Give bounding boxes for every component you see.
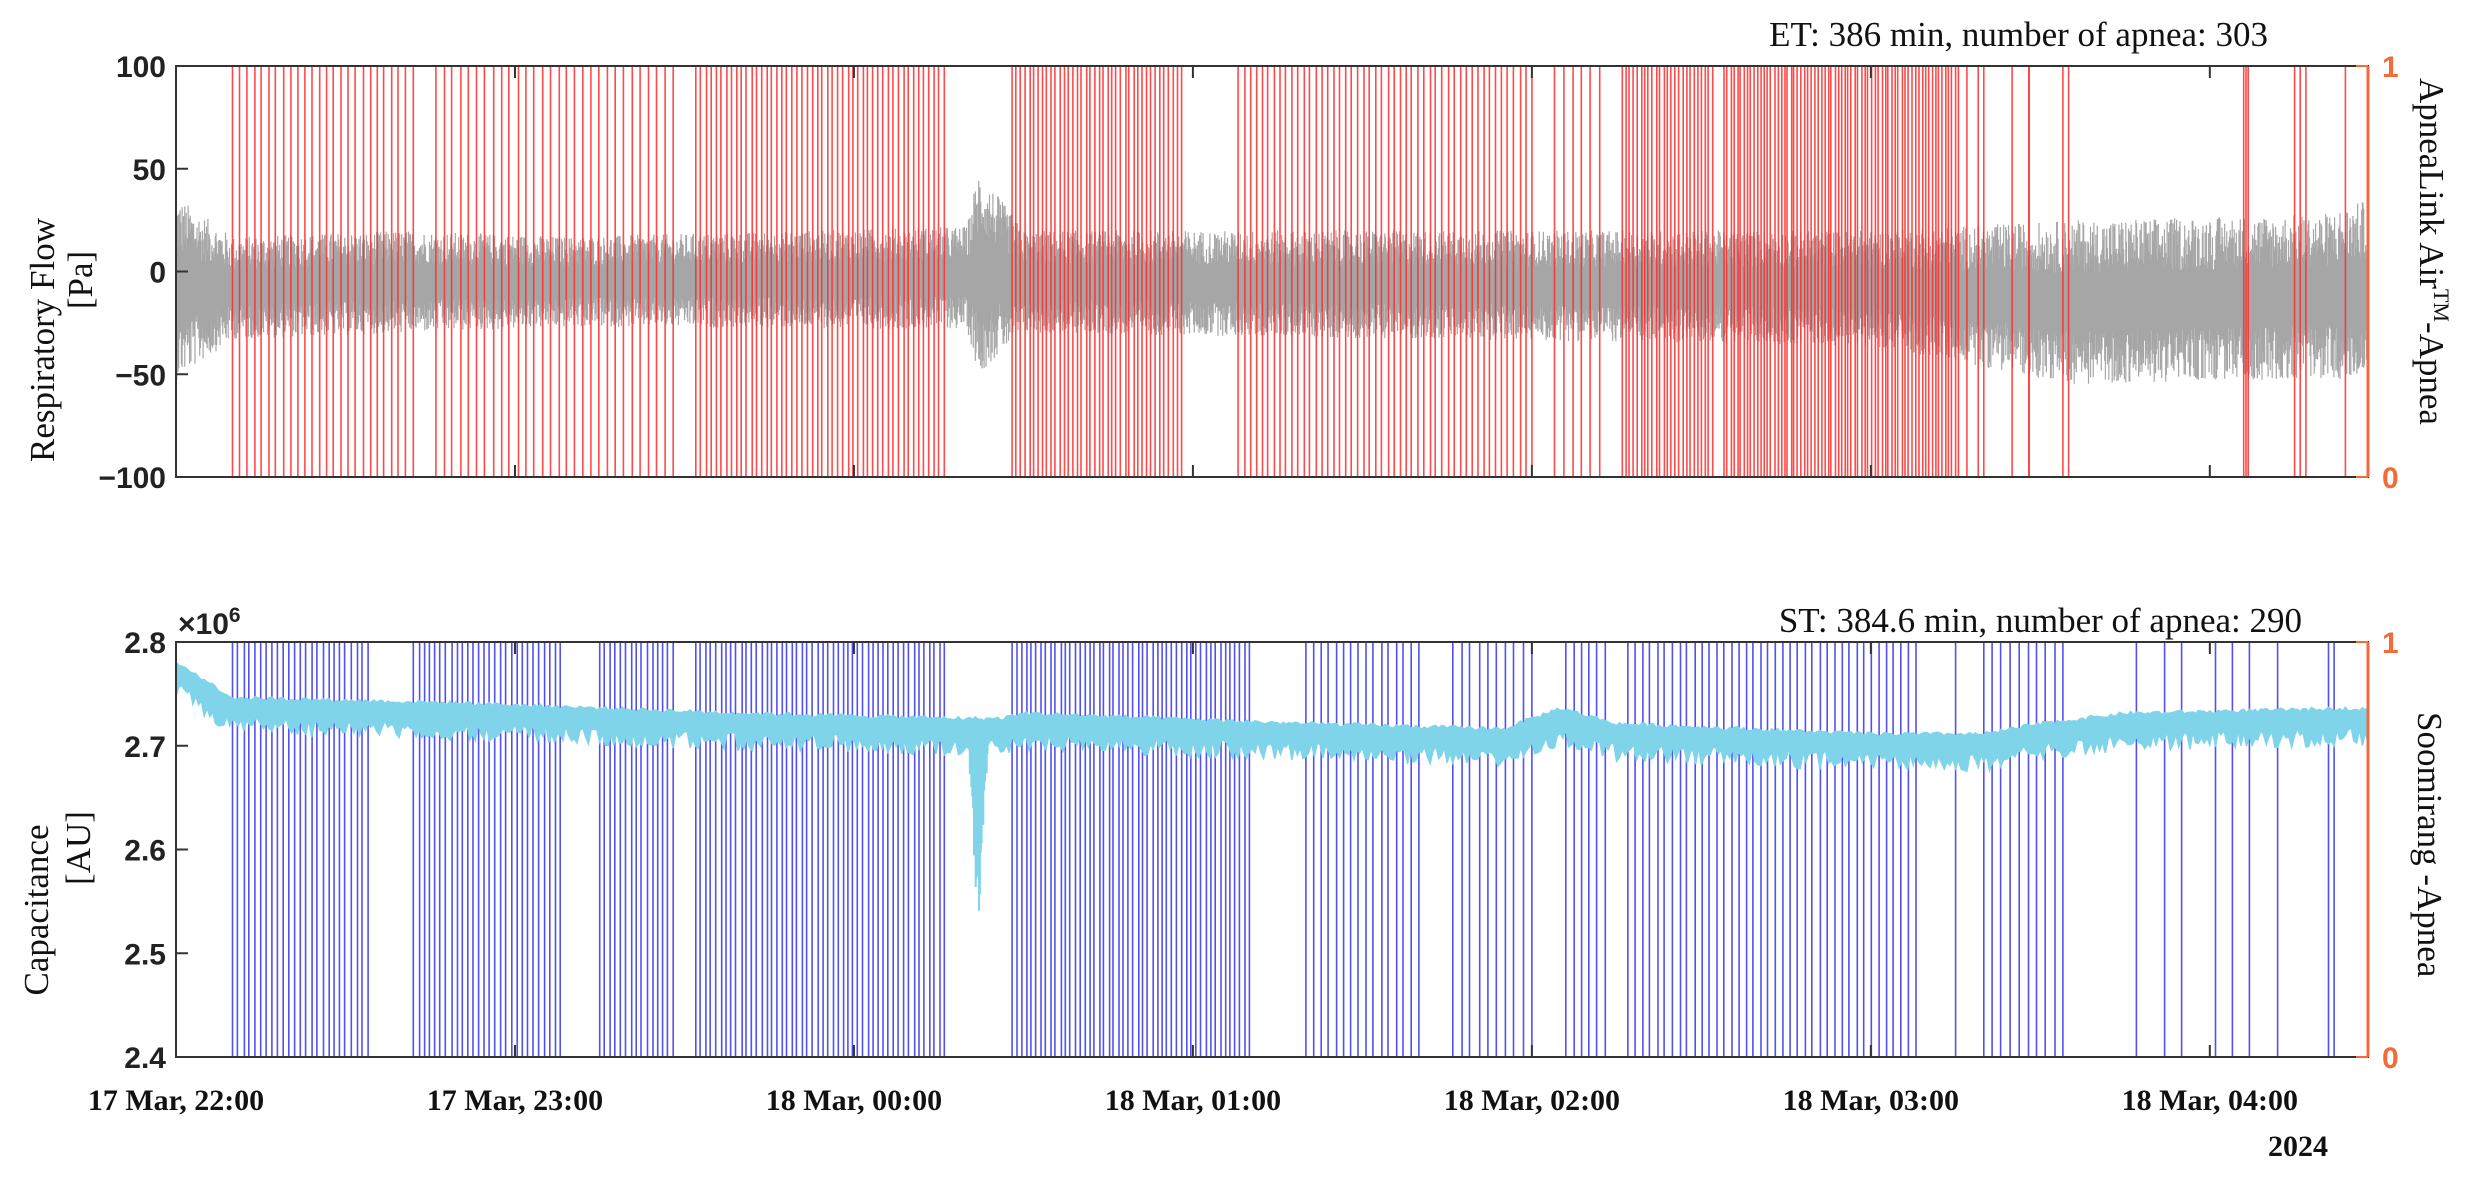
x-tick-label: 18 Mar, 02:00 <box>1444 1084 1620 1117</box>
x-tick-label: 18 Mar, 04:00 <box>2122 1084 2298 1117</box>
bottom-y-axis-label-line1: Capacitance <box>17 824 56 995</box>
bottom-apnea-events <box>231 643 2335 1056</box>
bottom-panel: 2.82.72.62.52.4 10 ST: 384.6 min, number… <box>17 601 2449 1075</box>
bottom-y-ticks: 2.8 2.7 2.6 2.5 2.4 <box>124 627 188 1075</box>
y-tick-label: −50 <box>115 359 166 392</box>
capacitance-trace <box>175 659 2369 774</box>
y2-tick-label: 0 <box>2382 1042 2399 1075</box>
y-tick-label: 2.7 <box>124 731 166 764</box>
y-tick-label: 2.6 <box>124 835 166 868</box>
capacitance-dip-artifact <box>967 725 990 911</box>
bottom-panel-title: ST: 384.6 min, number of apnea: 290 <box>1779 601 2302 640</box>
bottom-x-ticks <box>175 642 2211 1057</box>
bottom-exponent-power: 6 <box>229 604 241 627</box>
top-panel-title: ET: 386 min, number of apnea: 303 <box>1769 15 2268 54</box>
x-tick-label: 18 Mar, 03:00 <box>1783 1084 1959 1117</box>
y-tick-label: 0 <box>149 257 166 290</box>
top-y-axis-label-line2: [Pa] <box>61 251 100 309</box>
top-y2-ticks: 10 <box>2356 51 2399 495</box>
respiratory-flow-trace <box>175 181 2369 384</box>
y2-tick-label: 1 <box>2382 51 2399 84</box>
top-x-ticks <box>175 66 2211 477</box>
y-tick-label: 2.8 <box>124 627 166 660</box>
bottom-capacitance-signal <box>175 659 2369 911</box>
bottom-y2-axis-label: Soomirang -Apnea <box>2410 712 2449 978</box>
y-tick-label: 100 <box>116 51 166 84</box>
bottom-y2-ticks: 10 <box>2356 627 2399 1075</box>
bottom-plot-frame <box>175 641 2369 1058</box>
x-tick-label: 18 Mar, 01:00 <box>1105 1084 1281 1117</box>
x-tick-label: 18 Mar, 00:00 <box>766 1084 942 1117</box>
x-axis-year-label: 2024 <box>2268 1130 2328 1163</box>
bottom-exponent-base: ×10 <box>178 608 229 641</box>
x-tick-label: 17 Mar, 23:00 <box>427 1084 603 1117</box>
top-y2-label-sup: TM <box>2429 289 2454 322</box>
top-y-ticks: 100 50 0 −50 −100 <box>98 51 188 495</box>
top-apnea-events <box>231 67 2347 476</box>
y2-tick-label: 1 <box>2382 627 2399 660</box>
top-y2-label-suffix: -Apnea <box>2412 322 2451 425</box>
top-y2-label-main: ApneaLink Air <box>2412 78 2451 289</box>
x-axis-tick-labels: 17 Mar, 22:00 17 Mar, 23:00 18 Mar, 00:00 1… <box>88 1084 2298 1117</box>
y-tick-label: 2.4 <box>124 1042 166 1075</box>
y-tick-label: −100 <box>98 462 166 495</box>
y2-tick-label: 0 <box>2382 462 2399 495</box>
x-tick-label: 17 Mar, 22:00 <box>88 1084 264 1117</box>
top-y2-axis-label: ApneaLink AirTM-Apnea <box>2412 78 2454 425</box>
top-y-axis-label-line1: Respiratory Flow <box>23 217 62 462</box>
bottom-exponent-label: ×106 <box>178 604 241 641</box>
y-tick-label: 2.5 <box>124 938 166 971</box>
y-tick-label: 50 <box>133 154 166 187</box>
bottom-y-axis-label-line2: [AU] <box>59 811 98 885</box>
top-respiratory-flow-signal <box>175 181 2369 384</box>
